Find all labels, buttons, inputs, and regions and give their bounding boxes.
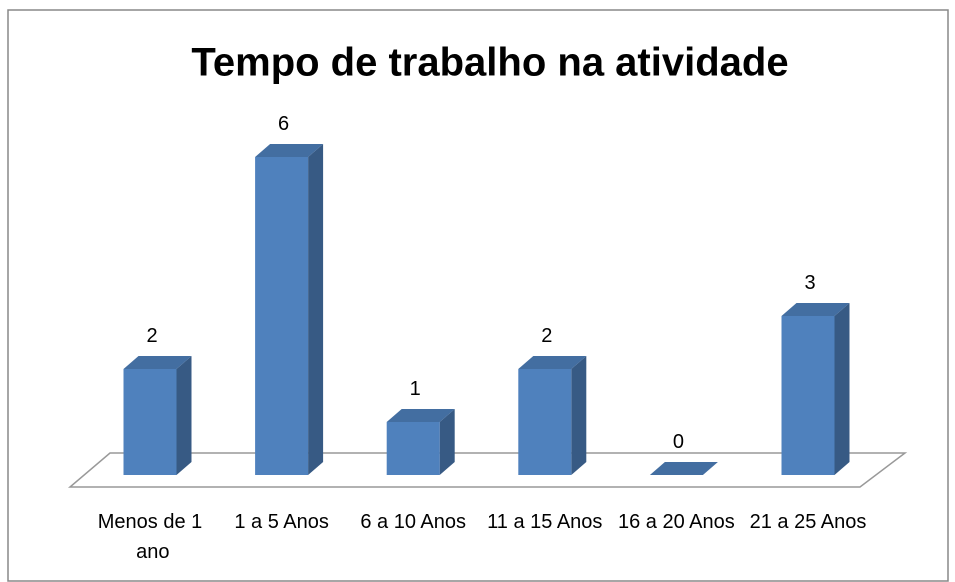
x-tick-label: 6 a 10 Anos [360,511,466,533]
chart-frame [7,9,949,582]
bar [518,356,587,475]
tick-label-line: 16 a 20 Anos [618,511,735,533]
bar-side [439,409,455,475]
bar-top [518,356,587,369]
bar-front [123,369,177,475]
bar [123,356,192,475]
bar-side [308,144,324,475]
data-label: 1 [410,378,421,400]
floor [67,452,908,488]
bar-top [255,144,324,157]
bar-top [649,462,718,475]
bar-side [571,356,587,475]
bar [781,303,850,475]
data-label: 2 [146,325,157,347]
data-label: 3 [804,272,815,294]
bar-top [386,409,455,422]
bar-front [518,369,572,475]
tick-label-line: 1 a 5 Anos [234,511,329,533]
x-tick-label: Menos de 1 ano [98,511,203,563]
x-tick-label: 21 a 25 Anos [750,511,867,533]
bar [386,409,455,475]
bar [649,462,718,475]
bar [255,144,324,475]
x-tick-label: 16 a 20 Anos [618,511,735,533]
data-label: 2 [541,325,552,347]
chart-title: Tempo de trabalho na atividade [191,41,788,85]
tick-label-line: 6 a 10 Anos [360,511,466,533]
bar-front [386,422,440,475]
bar-top [123,356,192,369]
tick-label-line: 11 a 15 Anos [487,511,602,533]
tick-label-line: 21 a 25 Anos [750,511,867,533]
tick-label-line: ano [131,541,170,563]
bar-front [255,157,309,475]
x-tick-label: 1 a 5 Anos [234,511,329,533]
bar-front [781,316,835,475]
bar-side [834,303,850,475]
data-label: 0 [673,431,684,453]
data-label: 6 [278,113,289,135]
bar-side [176,356,192,475]
bar-top [781,303,850,316]
x-tick-label: 11 a 15 Anos [487,511,602,533]
tick-label-line: Menos de 1 [98,511,203,533]
